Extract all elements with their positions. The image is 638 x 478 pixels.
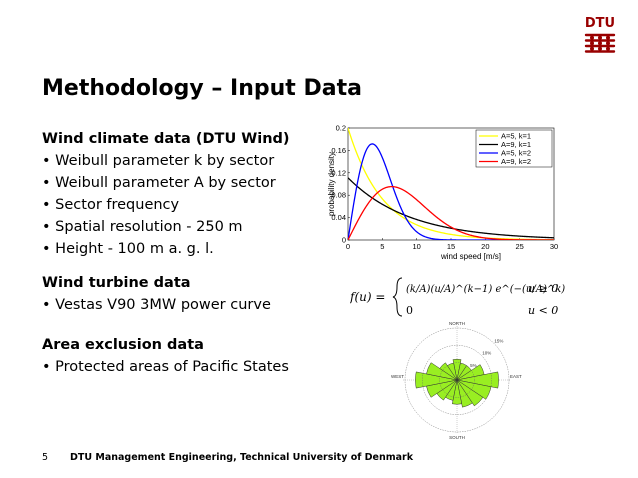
y-tick-label: 0.04 — [331, 213, 346, 222]
bullet-item: • Protected areas of Pacific States — [42, 359, 289, 375]
rose-ring — [404, 327, 510, 433]
bullet-item: • Weibull parameter A by sector — [42, 175, 276, 191]
y-tick-label: 0.2 — [336, 124, 346, 133]
weibull-chart: 0 5 10 15 20 25 30 0 0.04 0.08 0.12 0.16 0.2 wind spe… — [327, 124, 558, 262]
bullet-item: • Sector frequency — [42, 197, 180, 213]
formula-case1: (k/A)(u/A)^(k−1) e^(−(u/A)^k) — [406, 284, 565, 295]
footer-text: DTU Management Engineering, Technical Un… — [70, 452, 414, 463]
rose-sector — [456, 371, 499, 389]
rose-direction-label: WEST — [391, 374, 404, 379]
y-axis-label: probability density — [327, 152, 336, 216]
x-tick-label: 0 — [346, 242, 350, 251]
rose-direction-label: SOUTH — [449, 435, 465, 440]
rose-ring-label: 5% — [470, 363, 477, 368]
rose-sector — [451, 379, 463, 405]
formula-lhs: f(u) = — [350, 290, 385, 304]
bullet-item: • Spatial resolution - 250 m — [42, 219, 243, 235]
section-heading: Wind climate data (DTU Wind) — [42, 131, 290, 147]
series-line — [348, 185, 554, 240]
rose-sector — [456, 379, 484, 407]
weibull-formula: f(u) = (k/A)(u/A)^(k−1) e^(−(u/A)^k) u ≥… — [350, 277, 565, 317]
rose-sector — [452, 358, 462, 381]
rose-sector — [439, 362, 458, 381]
rose-ring — [439, 362, 475, 398]
y-tick-label: 0.08 — [331, 191, 346, 200]
x-tick-label: 15 — [447, 242, 455, 251]
formula-case2: 0 — [406, 304, 413, 317]
y-tick-label: 0 — [342, 236, 346, 245]
logo-text: DTU — [584, 16, 616, 31]
x-tick-label: 30 — [550, 242, 558, 251]
dtu-logo: DTU — [582, 16, 618, 60]
legend-entry: A=9, k=1 — [501, 140, 531, 149]
section-heading: Area exclusion data — [42, 337, 204, 353]
y-tick-label: 0.16 — [331, 146, 346, 155]
rose-sector — [456, 379, 473, 408]
legend-entry: A=5, k=1 — [501, 132, 531, 141]
slide-title: Methodology – Input Data — [42, 76, 362, 101]
x-tick-label: 5 — [380, 242, 384, 251]
logo-mark-icon — [584, 33, 616, 53]
y-tick-label: 0.12 — [331, 168, 346, 177]
wind-turbine-section: Wind turbine data • Vestas V90 3MW power… — [42, 272, 271, 316]
legend-entry: A=5, k=2 — [501, 149, 531, 158]
section-heading: Wind turbine data — [42, 275, 191, 291]
x-tick-label: 20 — [481, 242, 489, 251]
page-number: 5 — [42, 452, 49, 463]
formula-case1-condition: u ≥ 0 — [528, 282, 558, 295]
series-line — [348, 177, 554, 239]
rose-sector — [415, 371, 458, 389]
x-axis-label: wind speed [m/s] — [440, 252, 501, 261]
rose-ring-label: 15% — [494, 339, 503, 344]
rose-direction-label: EAST — [510, 374, 522, 379]
rose-ring — [422, 345, 492, 415]
rose-ring-label: 10% — [482, 351, 491, 356]
wind-rose: 5% 10% 15% NORTH SOUTH WEST EAST — [391, 321, 522, 440]
series-line — [348, 143, 554, 240]
rose-direction-label: NORTH — [449, 321, 465, 326]
formula-case2-condition: u < 0 — [528, 304, 558, 317]
bullet-item: • Height - 100 m a. g. l. — [42, 241, 214, 257]
rose-sector — [426, 362, 458, 381]
legend-entry: A=9, k=2 — [501, 157, 531, 166]
bullet-item: • Weibull parameter k by sector — [42, 153, 275, 169]
bullet-item: • Vestas V90 3MW power curve — [42, 297, 271, 313]
x-tick-label: 10 — [412, 242, 420, 251]
wind-climate-section: Wind climate data (DTU Wind) • Weibull p… — [42, 128, 290, 260]
area-exclusion-section: Area exclusion data • Protected areas of… — [42, 334, 289, 378]
x-tick-label: 25 — [515, 242, 523, 251]
